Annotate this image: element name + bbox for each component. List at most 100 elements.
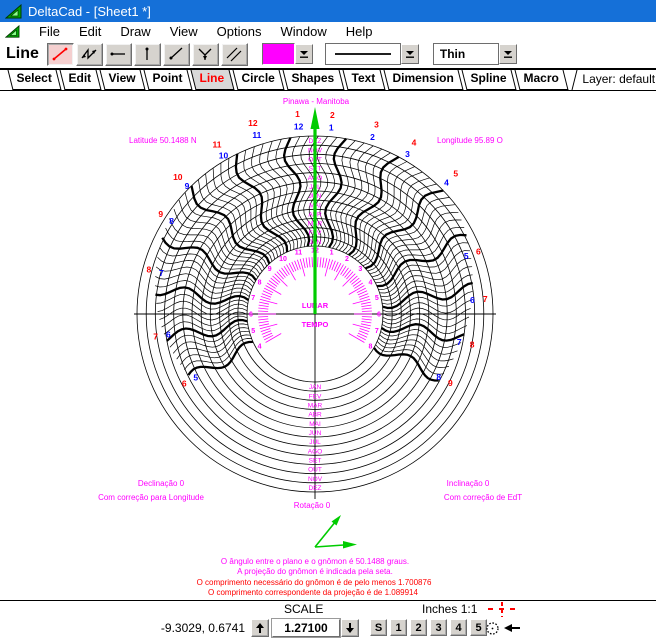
zoom-button-2[interactable]: 2 [410, 619, 427, 636]
hour-curve [382, 291, 473, 313]
tab-macro[interactable]: Macro [514, 70, 569, 90]
drawing-canvas[interactable]: 12123456781110987654LUNARTEMPODEZNOVOUTS… [0, 91, 656, 600]
hour-curve [377, 233, 467, 288]
clock-tick [274, 273, 288, 287]
hour-curve [382, 313, 470, 328]
zoom-button-5[interactable]: 5 [470, 619, 487, 636]
clock-tick [259, 323, 270, 327]
clock-tick [351, 277, 360, 285]
zoom-out-button[interactable] [341, 619, 359, 637]
hour-curve [234, 153, 289, 252]
inclination-note: Com correção de EdT [443, 493, 523, 502]
clock-tick [348, 333, 365, 343]
clock-tick [342, 273, 356, 287]
draw-line-button[interactable] [46, 42, 74, 66]
clock-tick [357, 332, 368, 338]
down-arrow-icon [346, 623, 354, 633]
draw-parallel-line-button[interactable] [220, 42, 248, 66]
tab-spline[interactable]: Spline [461, 70, 517, 90]
tab-circle[interactable]: Circle [232, 70, 285, 90]
line-style-preview[interactable] [324, 43, 401, 65]
dropdown-arrow-icon [299, 51, 308, 58]
clock-hour-number: 3 [358, 266, 362, 273]
menu-item-file[interactable]: File [39, 23, 60, 39]
line-thickness-select[interactable]: Thin [432, 43, 499, 65]
clock-tick [361, 321, 372, 324]
hour-curve [375, 344, 445, 375]
line-color-swatch[interactable] [261, 43, 295, 65]
tab-edit[interactable]: Edit [59, 70, 102, 90]
solid-line-style-icon [334, 53, 391, 55]
gnomon-length-note: O comprimento necessário do gnômon é de … [196, 578, 432, 587]
pointer-arrow-icon[interactable] [504, 623, 522, 633]
clock-tick [291, 261, 297, 272]
menu-item-window[interactable]: Window [280, 23, 327, 39]
hour-curve [159, 247, 255, 284]
clock-tick [262, 290, 273, 296]
tab-point[interactable]: Point [143, 70, 193, 90]
zoom-button-s[interactable]: S [370, 619, 387, 636]
line-thickness-dropdown-button[interactable] [498, 44, 517, 64]
draw-bisector-line-button[interactable] [191, 42, 219, 66]
tab-select[interactable]: Select [7, 70, 62, 90]
clock-tick [352, 298, 371, 305]
line-style-dropdown-button[interactable] [400, 44, 419, 64]
month-label-bottom: MAI [309, 421, 321, 428]
month-label-bottom: OUT [308, 467, 322, 474]
rotation-origin-icon[interactable] [485, 621, 500, 636]
clock-tick [361, 304, 372, 307]
hour-curve [227, 158, 285, 254]
clock-tick [359, 296, 370, 300]
clock-tick [276, 271, 284, 280]
status-bar: SCALE Inches 1:1 -9.3029, 0.6741 1.27100… [0, 600, 656, 643]
clock-tick [361, 316, 372, 318]
clock-tick [264, 334, 274, 341]
angled-line-icon [169, 47, 183, 60]
clock-tick [329, 259, 333, 270]
tab-shapes[interactable]: Shapes [282, 70, 345, 90]
clock-tick [261, 330, 272, 335]
draw-polyline-button[interactable] [75, 42, 103, 66]
draw-angled-line-button[interactable] [162, 42, 190, 66]
big-crosshair-icon[interactable] [486, 601, 518, 618]
zoom-in-button[interactable] [251, 619, 269, 637]
clock-tick [281, 267, 288, 277]
menu-item-draw[interactable]: Draw [120, 23, 151, 39]
hour-number-red: 7 [483, 294, 488, 304]
moondial-drawing: 12123456781110987654LUNARTEMPODEZNOVOUTS… [134, 107, 496, 549]
clock-tick [340, 265, 347, 275]
clock-tick [324, 258, 331, 277]
coordinates-readout: -9.3029, 0.6741 [160, 621, 245, 635]
menu-item-edit[interactable]: Edit [78, 23, 102, 39]
tab-dimension[interactable]: Dimension [383, 70, 464, 90]
clock-ticks [258, 257, 372, 343]
hour-curve [381, 266, 473, 301]
menu-item-help[interactable]: Help [345, 23, 373, 39]
hour-curve [205, 173, 276, 260]
dropdown-arrow-icon [405, 51, 414, 58]
clock-tick [317, 257, 319, 268]
clock-tick [361, 307, 372, 310]
tab-view[interactable]: View [99, 70, 146, 90]
hour-curve [330, 140, 356, 249]
scale-value-field[interactable]: 1.27100 [272, 619, 340, 637]
hour-number-blue: 5 [464, 251, 469, 261]
draw-vertical-line-button[interactable] [133, 42, 161, 66]
clock-tick [322, 257, 325, 268]
hour-curve [184, 192, 268, 267]
zoom-button-4[interactable]: 4 [450, 619, 467, 636]
line-color-dropdown-button[interactable] [294, 44, 313, 64]
menu-item-options[interactable]: Options [216, 23, 262, 39]
clock-tick [354, 282, 364, 289]
tab-text[interactable]: Text [342, 70, 386, 90]
zoom-button-1[interactable]: 1 [390, 619, 407, 636]
longitude-label: Longitude 95.89 O [437, 136, 503, 145]
zoom-button-3[interactable]: 3 [430, 619, 447, 636]
clock-tick [352, 280, 362, 287]
hour-curve [251, 146, 295, 250]
menu-item-view[interactable]: View [169, 23, 198, 39]
clock-tick [361, 318, 372, 321]
hour-curve [382, 318, 468, 335]
tab-line[interactable]: Line [190, 70, 235, 90]
draw-horizontal-line-button[interactable] [104, 42, 132, 66]
